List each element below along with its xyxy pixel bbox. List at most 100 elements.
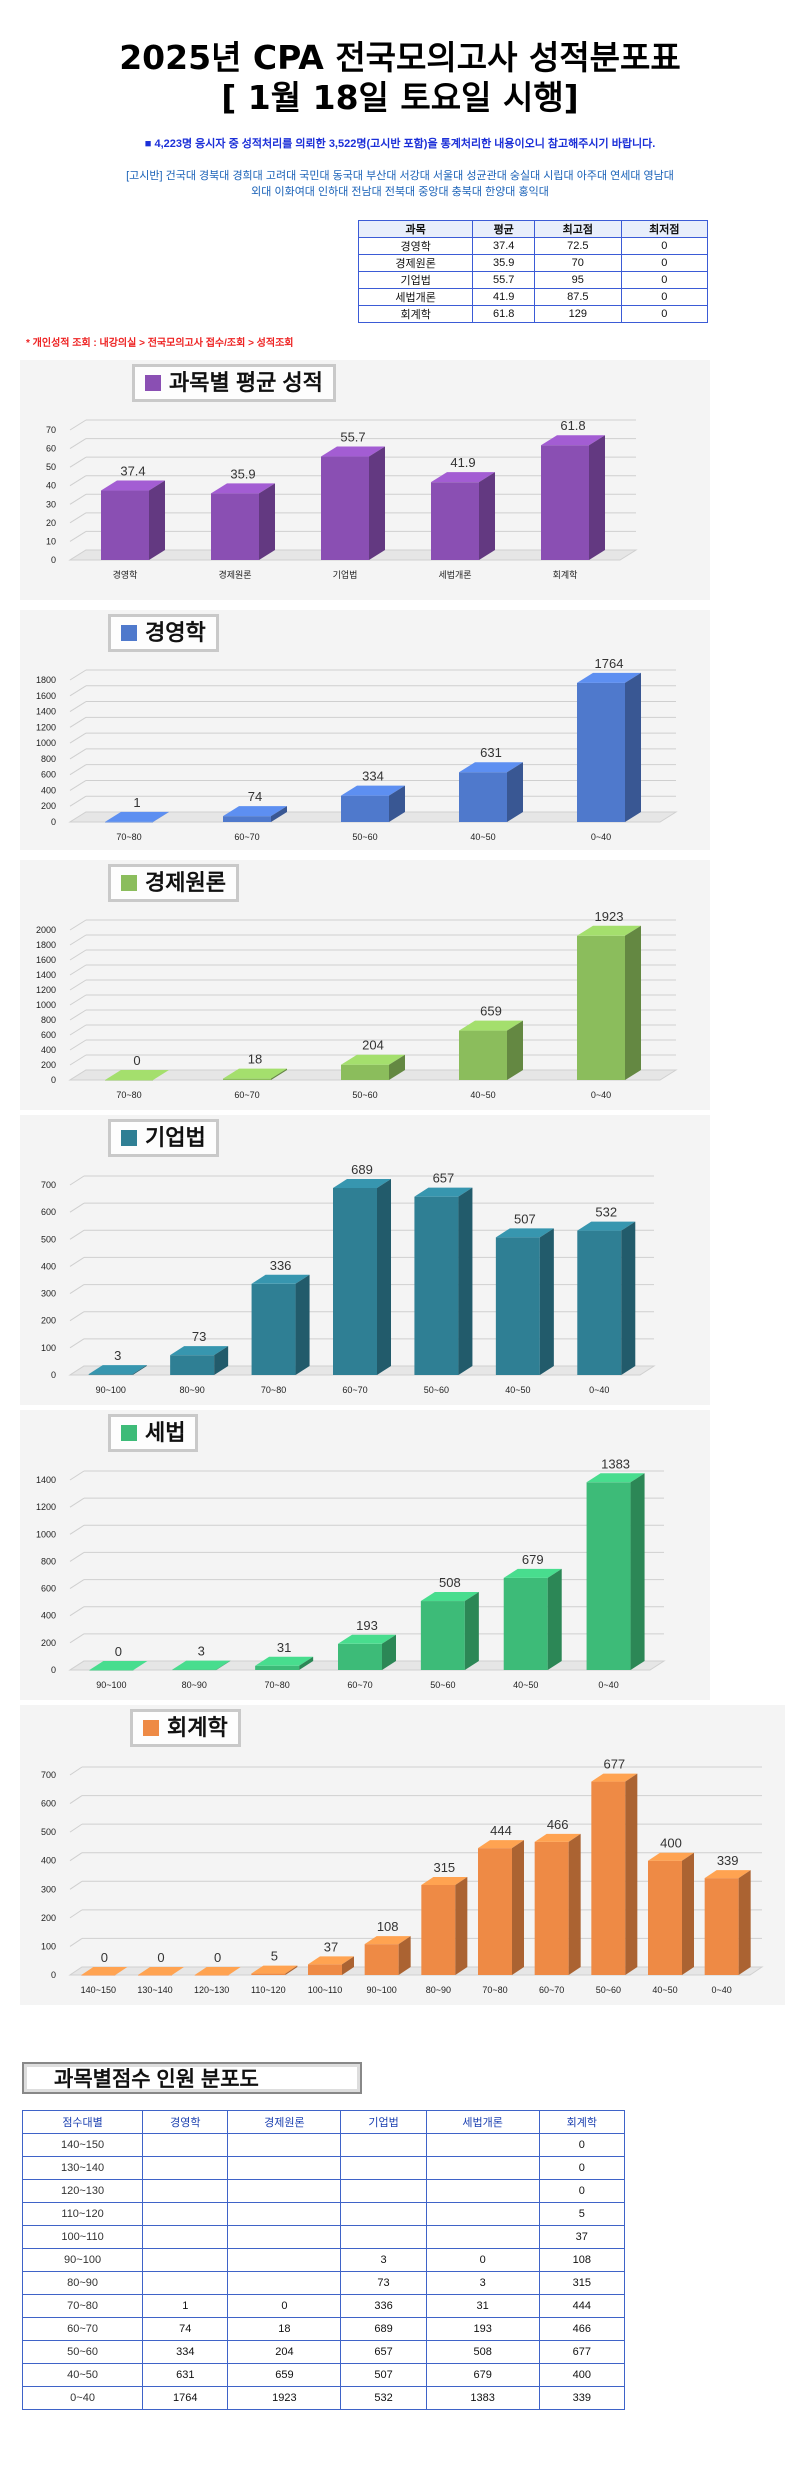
- bar-top: [338, 1634, 396, 1644]
- grid-line: [69, 1175, 85, 1186]
- chart-panel-average: 과목별 평균 성적 0 10 20 30 40 50 60 70 37.4 경영학 35.9 경제원론…: [20, 360, 710, 600]
- table-cell: [142, 2133, 229, 2157]
- bar-front: [211, 493, 259, 560]
- grid-line: [69, 994, 87, 1006]
- bar-top: [101, 480, 165, 491]
- y-tick-label: 1800: [36, 940, 56, 950]
- bar-side: [625, 1773, 638, 1975]
- table-cell: [227, 2179, 342, 2203]
- bar-side: [625, 925, 641, 1080]
- bar-top: [648, 1852, 694, 1861]
- data-label: 334: [362, 769, 384, 784]
- bar: [503, 1568, 562, 1670]
- y-tick-label: 40: [46, 481, 56, 491]
- y-tick-label: 600: [41, 770, 56, 780]
- bar-top: [321, 446, 385, 457]
- bar-front: [648, 1860, 682, 1975]
- bar: [338, 1634, 396, 1670]
- table-cell: 659: [227, 2363, 342, 2387]
- table-cell: 193: [425, 2317, 540, 2341]
- chart-title-badge: 과목별 평균 성적: [132, 364, 336, 402]
- table-cell: 37: [538, 2225, 626, 2249]
- bar-side: [149, 480, 165, 560]
- table-cell: 31: [425, 2294, 540, 2318]
- legend-square-icon: [121, 625, 137, 641]
- data-label: 55.7: [340, 430, 365, 445]
- distribution-row: 70~80 1 0 336 31 444: [21, 2294, 626, 2318]
- x-tick-label: 70~80: [116, 1090, 141, 1100]
- bar: [138, 1967, 184, 1976]
- bar-side: [299, 1656, 314, 1670]
- table-cell: [227, 2202, 342, 2226]
- grid-line: [69, 438, 87, 449]
- bar-side: [464, 1592, 479, 1670]
- bar: [308, 1956, 354, 1975]
- y-tick-label: 1800: [36, 675, 56, 685]
- data-label: 0: [115, 1644, 122, 1659]
- y-tick-label: 1400: [36, 1475, 56, 1485]
- table-cell: 1383: [425, 2386, 540, 2410]
- bar: [321, 446, 385, 560]
- data-label: 193: [356, 1618, 378, 1633]
- bar-front: [170, 1355, 215, 1375]
- table-cell: 631: [142, 2363, 229, 2387]
- grid-line: [69, 919, 87, 931]
- data-label: 1923: [595, 909, 624, 924]
- bar-front: [704, 1878, 739, 1975]
- data-label: 31: [277, 1640, 291, 1655]
- column-header: 경영학: [142, 2110, 229, 2134]
- grid-line: [69, 669, 87, 681]
- table-cell: 0: [538, 2156, 626, 2180]
- y-tick-label: 300: [41, 1884, 56, 1894]
- data-label: 0: [133, 1053, 140, 1068]
- table-cell: 기업법: [357, 271, 474, 289]
- data-label: 315: [433, 1860, 455, 1875]
- bar-top: [704, 1870, 751, 1879]
- data-label: 74: [248, 789, 262, 804]
- chart-title-badge: 경제원론: [108, 864, 239, 902]
- table-cell: [340, 2225, 427, 2249]
- legend-square-icon: [121, 1130, 137, 1146]
- bar-side: [625, 672, 641, 822]
- bar-top: [172, 1660, 231, 1670]
- data-label: 3: [114, 1348, 121, 1363]
- data-label: 5: [271, 1949, 278, 1964]
- x-tick-label: 40~50: [505, 1385, 530, 1395]
- bar-top: [223, 806, 287, 817]
- bar-top: [586, 1473, 645, 1483]
- bar: [591, 1773, 638, 1975]
- table-cell: [227, 2156, 342, 2180]
- data-label: 677: [603, 1757, 625, 1772]
- bar: [364, 1936, 411, 1975]
- distribution-row: 50~60 334 204 657 508 677: [21, 2340, 626, 2364]
- distribution-header-row: 점수대별 경영학 경제원론 기업법 세법개론 회계학: [21, 2110, 626, 2134]
- table-cell: 1923: [227, 2386, 342, 2410]
- grid-line: [69, 1633, 85, 1644]
- bar: [478, 1840, 524, 1975]
- bar-front: [105, 1080, 153, 1081]
- table-cell: [425, 2225, 540, 2249]
- bar-side: [738, 1870, 751, 1975]
- bar-side: [295, 1274, 310, 1375]
- chart-svg: 0 100 200 300 400 500 600 700 0 140~150 0 130~140 0 1…: [41, 1757, 764, 1995]
- bar-top: [421, 1877, 468, 1885]
- bar: [105, 1070, 169, 1081]
- table-cell: 0: [538, 2133, 626, 2157]
- bar-front: [251, 1283, 296, 1375]
- bar-front: [459, 772, 507, 822]
- y-tick-label: 1400: [36, 970, 56, 980]
- table-cell: 508: [425, 2340, 540, 2364]
- score-lookup-link[interactable]: * 개인성적 조회 : 내강의실 > 전국모의고사 접수/조회 > 성적조회: [26, 338, 294, 349]
- grid-line: [69, 795, 87, 807]
- grid-line: [69, 531, 87, 542]
- y-tick-label: 1400: [36, 707, 56, 717]
- bar-front: [577, 1230, 622, 1375]
- bar-front: [503, 1577, 548, 1670]
- distribution-table: 점수대별 경영학 경제원론 기업법 세법개론 회계학 140~150 0 130~140 0 12…: [21, 2110, 626, 2410]
- table-cell: 경제원론: [357, 254, 474, 272]
- data-label: 41.9: [450, 455, 475, 470]
- chart-title: 기업법: [145, 1125, 206, 1150]
- table-cell: 74: [142, 2317, 229, 2341]
- y-tick-label: 1000: [36, 738, 56, 748]
- y-tick-label: 1200: [36, 722, 56, 732]
